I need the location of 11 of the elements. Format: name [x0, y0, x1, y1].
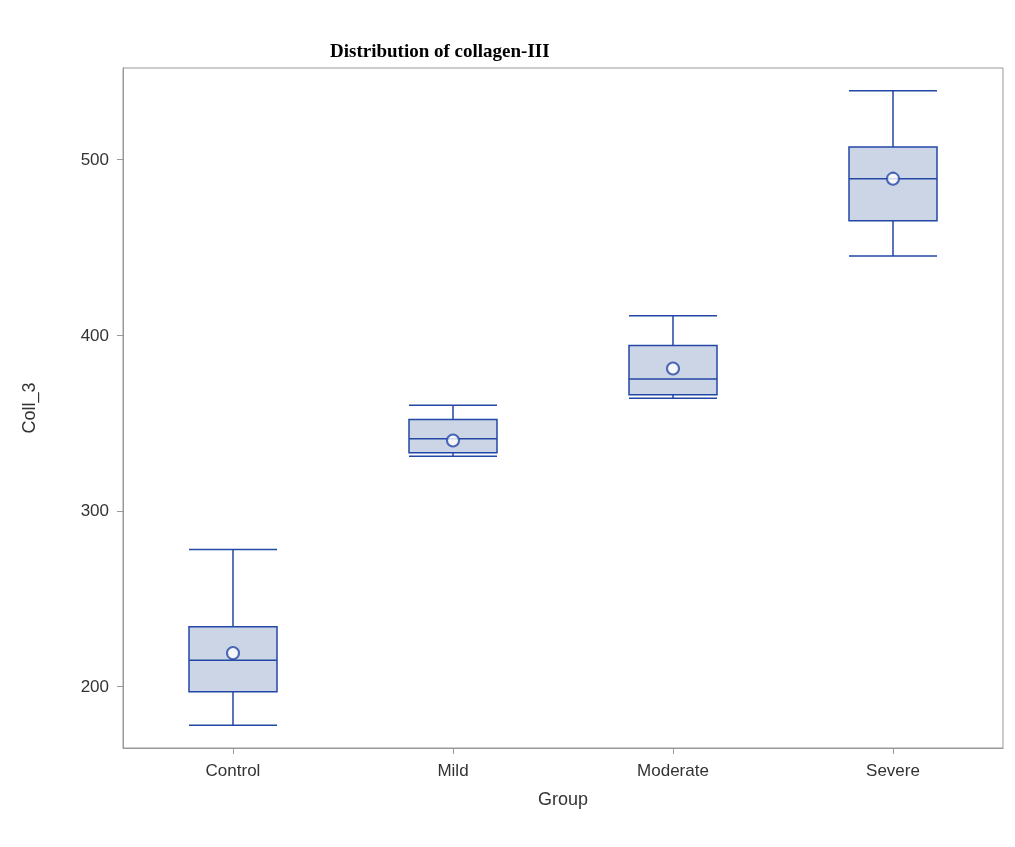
x-tick-label: Moderate: [637, 761, 709, 780]
chart-title: Distribution of collagen-III: [330, 40, 550, 61]
y-tick-label: 500: [80, 149, 109, 169]
y-tick-label: 200: [80, 677, 109, 696]
x-tick-label: Severe: [866, 761, 920, 780]
y-tick-label: 400: [80, 325, 109, 345]
y-tick-label: 300: [80, 501, 109, 521]
x-tick-label: Mild: [437, 761, 469, 780]
x-tick-label: Control: [205, 761, 261, 780]
y-axis-title: Coll_3: [19, 382, 40, 434]
x-axis-title: Group: [537, 789, 589, 809]
